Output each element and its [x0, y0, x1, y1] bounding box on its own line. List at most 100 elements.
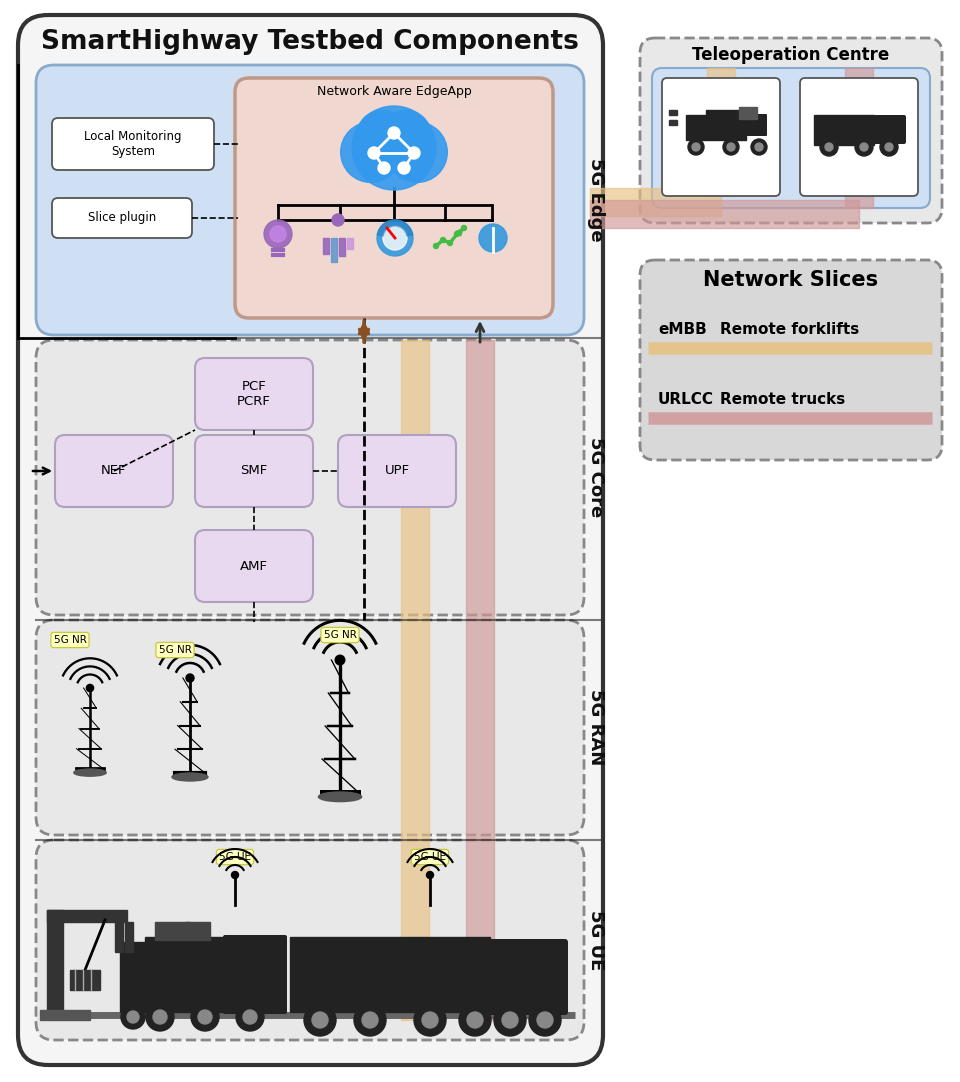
Text: 5G RAN: 5G RAN	[587, 689, 605, 765]
Circle shape	[380, 110, 431, 160]
Bar	[125, 922, 133, 952]
Circle shape	[434, 243, 439, 249]
FancyBboxPatch shape	[36, 65, 584, 335]
Text: 5G UE: 5G UE	[219, 852, 251, 862]
Circle shape	[537, 1012, 553, 1028]
Circle shape	[121, 1005, 145, 1029]
Circle shape	[368, 147, 380, 159]
Circle shape	[479, 224, 507, 252]
Bar	[706, 110, 746, 140]
Bar	[120, 942, 150, 1012]
Circle shape	[692, 143, 700, 151]
Circle shape	[467, 1012, 483, 1028]
Circle shape	[312, 1012, 328, 1028]
Text: Local Monitoring
System: Local Monitoring System	[84, 130, 181, 158]
Text: NEF: NEF	[101, 464, 127, 477]
Circle shape	[86, 685, 94, 691]
Circle shape	[723, 138, 739, 155]
FancyBboxPatch shape	[487, 939, 568, 1015]
Circle shape	[441, 238, 445, 242]
Circle shape	[153, 1010, 167, 1024]
Bar	[70, 969, 100, 990]
FancyBboxPatch shape	[52, 198, 192, 238]
Text: 5G Core: 5G Core	[587, 437, 605, 517]
Circle shape	[751, 138, 767, 155]
Circle shape	[408, 147, 420, 159]
Circle shape	[243, 1010, 257, 1024]
Circle shape	[231, 871, 238, 879]
Circle shape	[387, 122, 447, 183]
Circle shape	[335, 656, 345, 664]
Text: 5G UE: 5G UE	[414, 852, 446, 862]
Circle shape	[825, 143, 833, 151]
FancyBboxPatch shape	[36, 340, 584, 615]
Bar	[290, 937, 490, 1012]
Circle shape	[383, 226, 407, 250]
Bar	[185, 922, 210, 940]
Text: Teleoperation Centre: Teleoperation Centre	[692, 47, 890, 64]
Text: 5G NR: 5G NR	[54, 635, 86, 645]
Circle shape	[447, 240, 452, 246]
Bar	[47, 910, 63, 1010]
Circle shape	[454, 232, 460, 237]
Circle shape	[426, 871, 434, 879]
Circle shape	[422, 1012, 438, 1028]
FancyBboxPatch shape	[872, 115, 906, 144]
Text: PCF
PCRF: PCF PCRF	[237, 380, 271, 408]
Circle shape	[378, 162, 390, 174]
Circle shape	[885, 143, 893, 151]
Text: 5G UE: 5G UE	[587, 910, 605, 971]
FancyBboxPatch shape	[640, 260, 942, 460]
Bar	[47, 910, 127, 922]
FancyBboxPatch shape	[195, 435, 313, 507]
Circle shape	[198, 1010, 212, 1024]
Circle shape	[820, 138, 838, 156]
Text: UPF: UPF	[384, 464, 410, 477]
Circle shape	[494, 1004, 526, 1035]
FancyBboxPatch shape	[36, 620, 584, 835]
Bar	[155, 922, 190, 940]
FancyBboxPatch shape	[18, 15, 603, 1065]
Text: 5G Edge: 5G Edge	[587, 158, 605, 241]
Circle shape	[127, 1011, 139, 1022]
Circle shape	[357, 110, 407, 160]
Circle shape	[377, 220, 413, 256]
FancyBboxPatch shape	[652, 68, 930, 208]
Bar	[115, 922, 123, 952]
Bar	[323, 238, 329, 254]
Circle shape	[332, 214, 344, 226]
Circle shape	[362, 1012, 378, 1028]
Ellipse shape	[74, 769, 107, 776]
Bar	[669, 120, 677, 126]
Bar	[347, 238, 353, 249]
Circle shape	[529, 1004, 561, 1035]
Circle shape	[352, 106, 436, 190]
Ellipse shape	[172, 773, 208, 781]
FancyBboxPatch shape	[745, 114, 767, 136]
Circle shape	[855, 138, 873, 156]
Text: AMF: AMF	[240, 559, 268, 572]
Text: Network Slices: Network Slices	[704, 270, 878, 290]
Circle shape	[688, 138, 704, 155]
Bar	[339, 238, 345, 256]
Text: eMBB: eMBB	[658, 322, 707, 338]
Wedge shape	[377, 220, 413, 236]
Text: Remote forklifts: Remote forklifts	[720, 322, 859, 338]
Circle shape	[502, 1012, 518, 1028]
Text: Network Aware EdgeApp: Network Aware EdgeApp	[317, 85, 471, 98]
FancyBboxPatch shape	[52, 118, 214, 170]
FancyBboxPatch shape	[223, 935, 287, 1014]
Bar	[669, 110, 677, 115]
Text: 5G NR: 5G NR	[158, 645, 191, 655]
FancyBboxPatch shape	[640, 38, 942, 223]
Bar	[686, 115, 706, 140]
Circle shape	[236, 1003, 264, 1031]
Circle shape	[304, 1004, 336, 1035]
Circle shape	[341, 122, 401, 183]
Bar	[331, 238, 337, 262]
Bar	[814, 115, 874, 145]
Circle shape	[270, 226, 286, 242]
Circle shape	[462, 225, 467, 230]
Bar	[40, 1010, 90, 1020]
Circle shape	[398, 162, 410, 174]
